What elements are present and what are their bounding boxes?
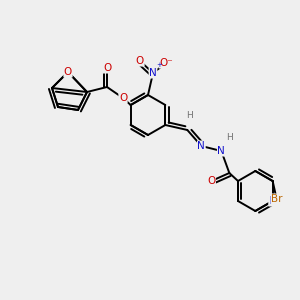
Text: N: N bbox=[218, 146, 225, 156]
Text: O: O bbox=[136, 56, 144, 66]
Text: O: O bbox=[64, 67, 72, 77]
Text: +: + bbox=[156, 62, 162, 68]
Text: N: N bbox=[197, 141, 205, 151]
Text: O: O bbox=[119, 93, 127, 103]
Text: O⁻: O⁻ bbox=[159, 58, 173, 68]
Text: O: O bbox=[103, 63, 111, 73]
Text: H: H bbox=[186, 112, 193, 121]
Text: Br: Br bbox=[271, 194, 282, 204]
Text: N: N bbox=[149, 68, 157, 78]
Text: O: O bbox=[207, 176, 215, 186]
Text: H: H bbox=[226, 134, 233, 142]
Text: N: N bbox=[269, 196, 277, 206]
